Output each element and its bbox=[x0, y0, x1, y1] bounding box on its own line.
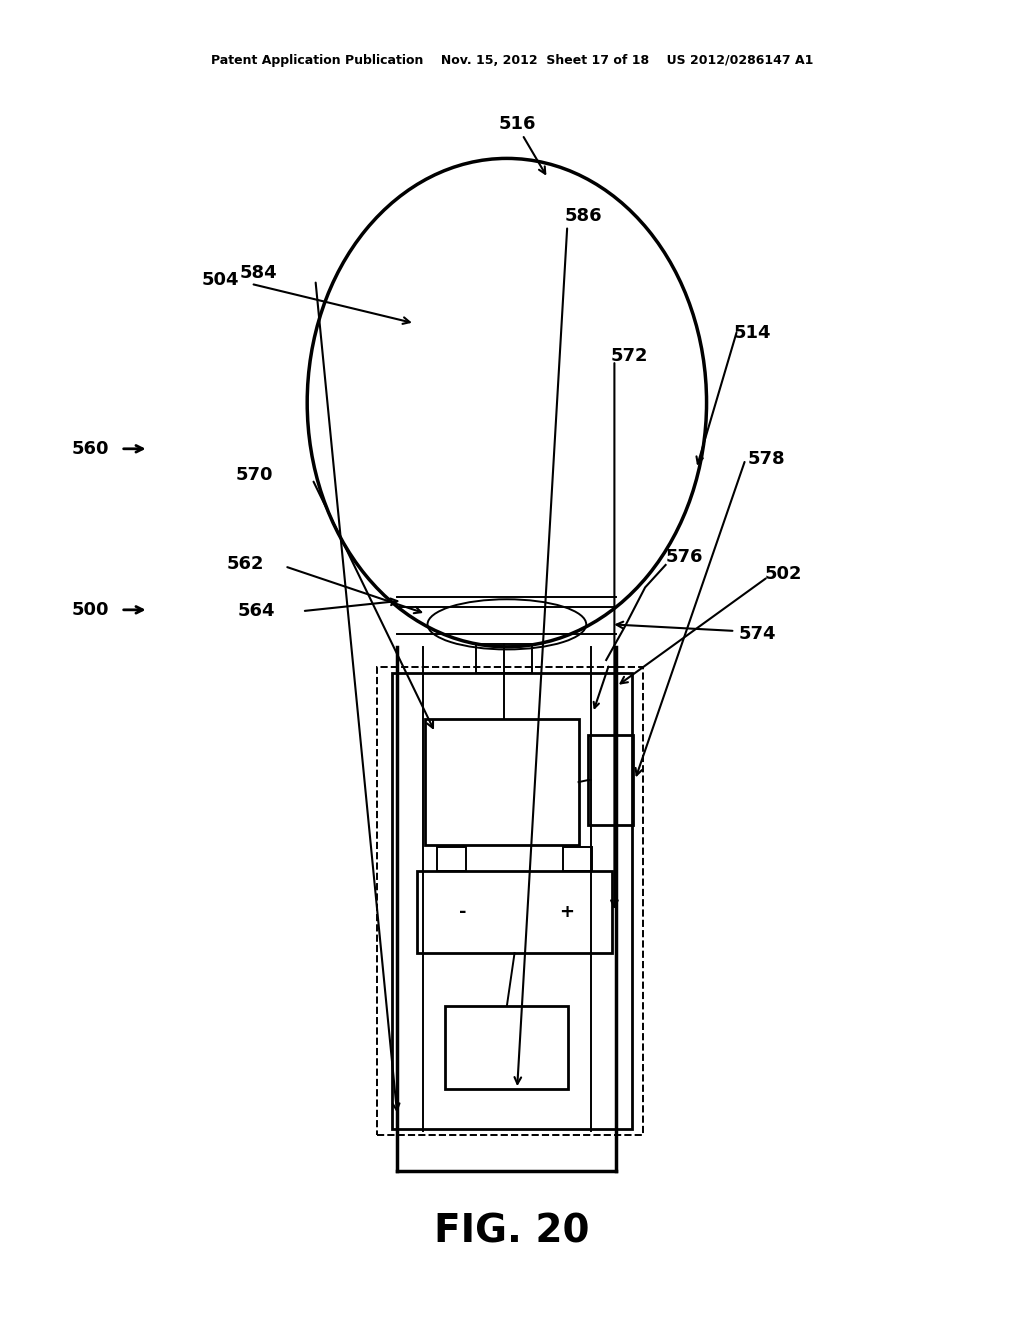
Text: Patent Application Publication    Nov. 15, 2012  Sheet 17 of 18    US 2012/02861: Patent Application Publication Nov. 15, … bbox=[211, 54, 813, 67]
Text: 500: 500 bbox=[72, 601, 109, 619]
Text: 586: 586 bbox=[565, 207, 602, 226]
Bar bbox=[437, 847, 466, 871]
Bar bbox=[563, 847, 592, 871]
Bar bbox=[475, 644, 532, 673]
Bar bbox=[392, 673, 632, 1129]
Bar bbox=[377, 667, 643, 1135]
Text: 576: 576 bbox=[666, 548, 702, 566]
Text: 570: 570 bbox=[236, 466, 272, 484]
Text: 504: 504 bbox=[202, 271, 239, 289]
Text: 514: 514 bbox=[734, 323, 771, 342]
Bar bbox=[445, 1006, 568, 1089]
Text: 562: 562 bbox=[227, 554, 264, 573]
Text: 572: 572 bbox=[611, 347, 648, 366]
Text: 578: 578 bbox=[748, 450, 784, 469]
Text: -: - bbox=[459, 903, 467, 921]
Text: 564: 564 bbox=[238, 602, 274, 620]
Text: 516: 516 bbox=[499, 115, 536, 133]
Bar bbox=[425, 719, 579, 845]
Text: 584: 584 bbox=[240, 264, 276, 282]
Text: FIG. 20: FIG. 20 bbox=[434, 1213, 590, 1250]
Text: 560: 560 bbox=[72, 440, 109, 458]
Text: +: + bbox=[559, 903, 573, 921]
Bar bbox=[417, 871, 612, 953]
Text: 574: 574 bbox=[739, 624, 776, 643]
Bar bbox=[588, 735, 633, 825]
Text: 502: 502 bbox=[765, 565, 802, 583]
